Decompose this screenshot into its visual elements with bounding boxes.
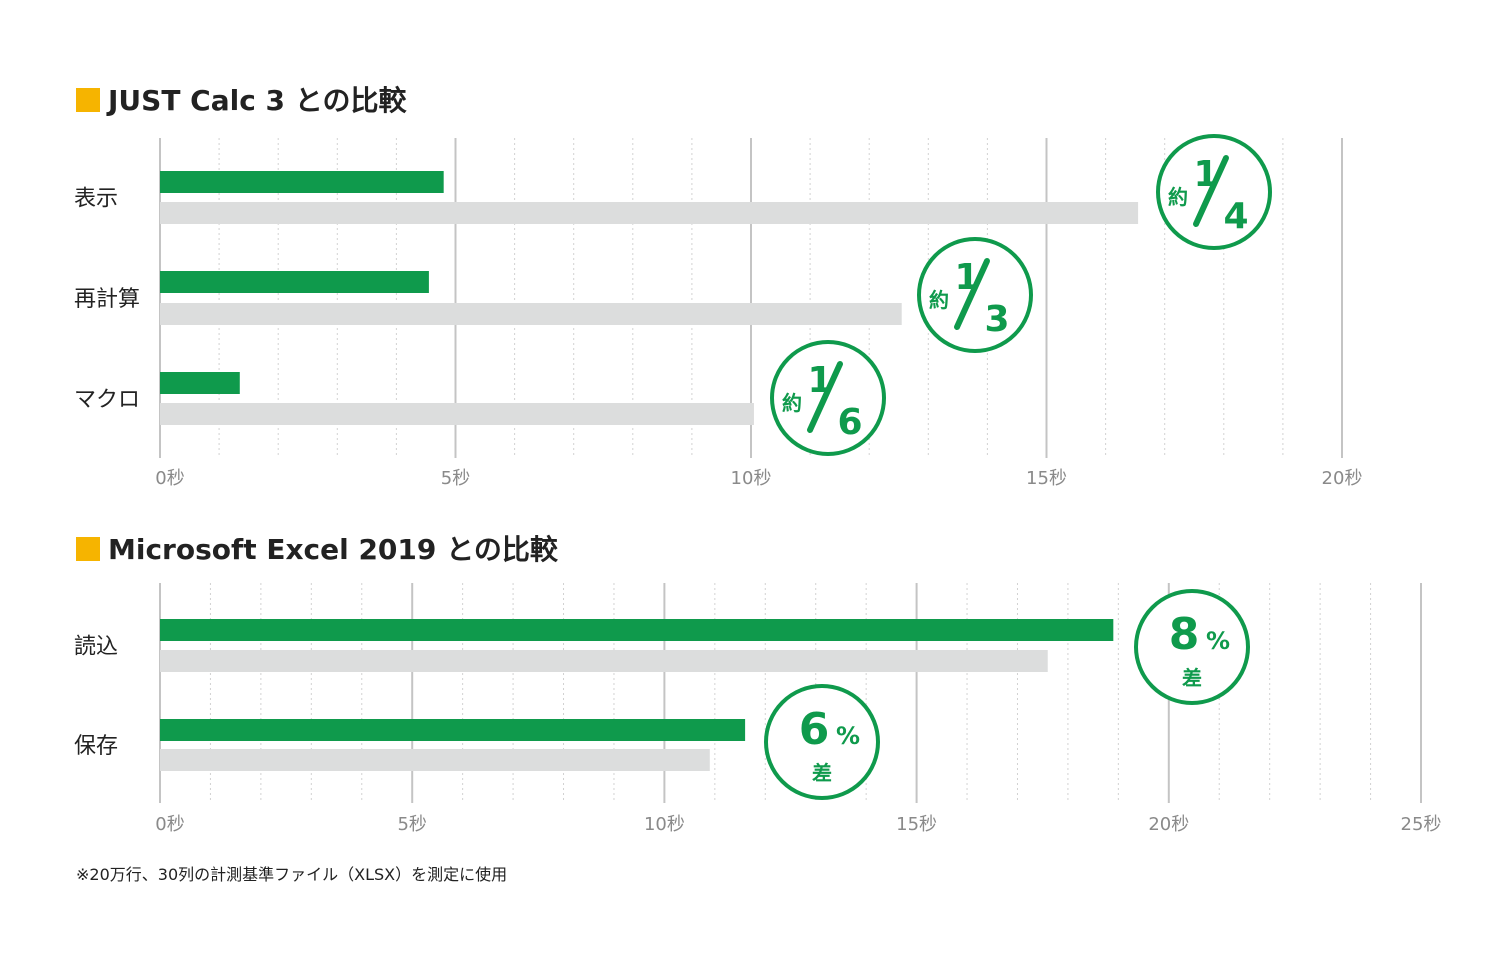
x-tick-label: 5秒 [441,468,470,489]
badge-fraction-slash [1193,155,1229,227]
badge: 6 %差 [764,684,880,800]
category-label: 読込 [74,635,118,660]
badge-denominator: 6 [837,402,862,443]
secondary-bar [160,403,754,425]
secondary-bar [160,650,1048,672]
x-tick-label: 10秒 [644,814,685,835]
badge-value: 8 [1169,609,1200,660]
badge-ring [917,237,1033,353]
badge: 約13 [917,237,1033,353]
badge: 8 %差 [1134,589,1250,705]
badge-ring [1134,589,1250,705]
badge-prefix: 約 [929,288,949,312]
badge-prefix: 約 [782,391,802,415]
badge-denominator: 3 [984,299,1009,340]
primary-bar [160,719,746,741]
category-label: 表示 [74,187,118,212]
badge-ring [764,684,880,800]
x-tick-label: 5秒 [397,814,426,835]
x-tick-label: 20秒 [1322,468,1363,489]
section-2-title: Microsoft Excel 2019 との比較 [108,533,559,566]
badge-fraction-slash [954,258,990,330]
badge: 約16 [770,340,886,456]
x-tick-label: 25秒 [1401,814,1442,835]
x-tick-label: 10秒 [731,468,772,489]
section-1-marker [76,88,100,112]
secondary-bar [160,749,710,771]
x-tick-label: 20秒 [1148,814,1189,835]
badge-value: 6 [799,704,830,755]
primary-bar [160,171,444,193]
primary-bar [160,372,240,394]
badge-ring [1156,134,1272,250]
chart-1-bars [160,171,1139,425]
badge: 約14 [1156,134,1272,250]
chart-2-difference-badges: 8 %差6 %差 [764,589,1250,800]
chart-1-tick-labels: 0秒 5秒 10秒 15秒 20秒 [155,468,1362,489]
x-tick-label: 15秒 [896,814,937,835]
badge-sub-label: 差 [1182,666,1202,690]
secondary-bar [160,303,902,325]
badge-unit: % [836,722,860,750]
category-label: 再計算 [74,287,140,312]
footnote: ※20万行、30列の計測基準ファイル（XLSX）を測定に使用 [76,865,507,884]
category-label: 保存 [74,734,118,759]
category-label: マクロ [74,388,140,413]
primary-bar [160,271,429,293]
badge-fraction-slash [807,361,843,433]
primary-bar [160,619,1114,641]
section-2-marker [76,537,100,561]
x-tick-label: 0秒 [155,814,184,835]
x-tick-label: 15秒 [1026,468,1067,489]
secondary-bar [160,202,1139,224]
section-1-title: JUST Calc 3 との比較 [106,84,408,117]
badge-ring [770,340,886,456]
badge-unit: % [1206,627,1230,655]
badge-denominator: 4 [1223,196,1248,237]
x-tick-label: 0秒 [155,468,184,489]
chart-2-bars [160,619,1114,771]
badge-prefix: 約 [1168,185,1188,209]
chart-1-ratio-badges: 約14 約13 約16 [770,134,1272,456]
badge-sub-label: 差 [812,761,832,785]
chart-2-tick-labels: 0秒 5秒 10秒 15秒 20秒 25秒 [155,814,1441,835]
